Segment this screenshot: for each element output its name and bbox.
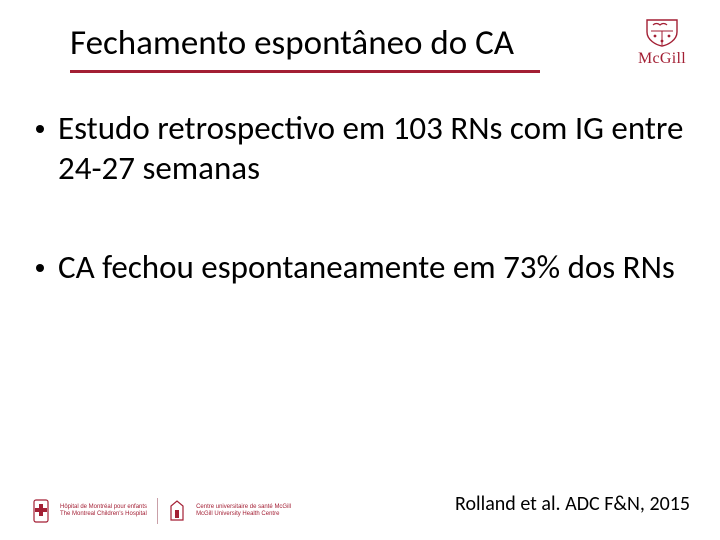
- content-area: Estudo retrospectivo em 103 RNs com IG e…: [36, 108, 684, 345]
- slide-title: Fechamento espontâneo do CA: [70, 22, 540, 70]
- citation: Rolland et al. ADC F&N, 2015: [455, 492, 690, 516]
- bullet-item: Estudo retrospectivo em 103 RNs com IG e…: [36, 108, 684, 189]
- bullet-item: CA fechou espontaneamente em 73% dos RNs: [36, 247, 684, 287]
- hospital-line-fr: Hôpital de Montréal pour enfants: [60, 504, 147, 511]
- shield-icon: [643, 18, 681, 48]
- mcgill-logo-top: McGill: [626, 18, 698, 68]
- muhc-mark-icon: [168, 498, 186, 524]
- bullet-text: CA fechou espontaneamente em 73% dos RNs: [58, 247, 675, 287]
- bullet-dot-icon: [36, 125, 44, 133]
- muhc-line-en: McGill University Health Centre: [196, 511, 291, 518]
- hospital-text-2: Centre universitaire de santé McGill McG…: [196, 504, 291, 518]
- bullet-text: Estudo retrospectivo em 103 RNs com IG e…: [58, 108, 684, 189]
- hospital-line-en: The Montreal Children's Hospital: [60, 511, 147, 518]
- title-block: Fechamento espontâneo do CA: [70, 22, 540, 73]
- hospital-text-1: Hôpital de Montréal pour enfants The Mon…: [60, 504, 147, 518]
- separator-icon: [157, 498, 158, 524]
- title-underline: [70, 70, 540, 73]
- mcgill-wordmark: McGill: [626, 50, 698, 68]
- muhc-line-fr: Centre universitaire de santé McGill: [196, 504, 291, 511]
- hospital-mark-icon: [32, 498, 50, 524]
- bullet-dot-icon: [36, 264, 44, 272]
- hospital-logo-bottom: Hôpital de Montréal pour enfants The Mon…: [32, 498, 291, 524]
